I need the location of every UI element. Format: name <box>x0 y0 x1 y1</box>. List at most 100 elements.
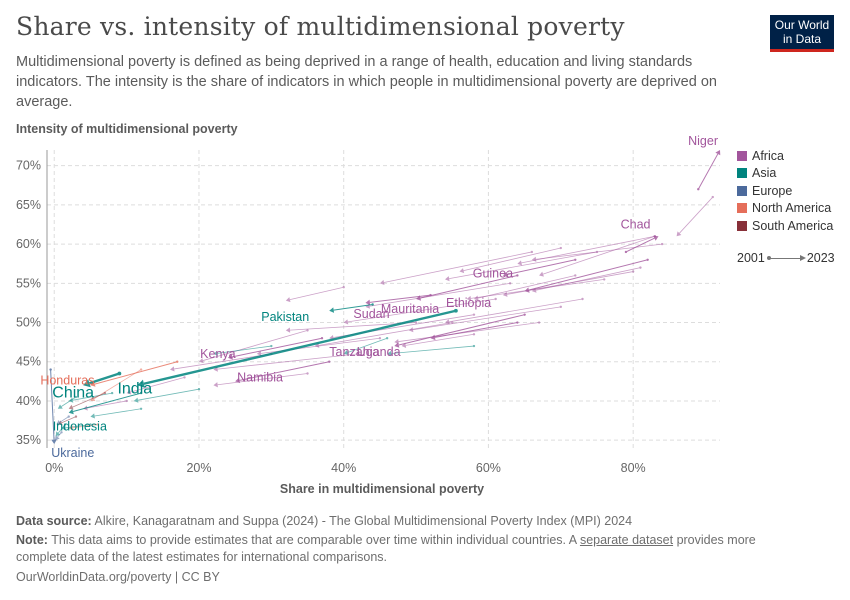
series-line <box>412 306 561 331</box>
series-arrow[interactable] <box>54 431 63 441</box>
series-line <box>477 275 576 299</box>
series-arrowhead <box>198 358 204 364</box>
series-line <box>347 337 388 353</box>
series-line <box>87 400 127 409</box>
series-arrow-ethiopia[interactable] <box>524 258 649 293</box>
series-line <box>535 243 663 260</box>
series-arrow[interactable] <box>57 395 78 409</box>
series-arrowhead <box>235 377 241 384</box>
series-label-uganda: Uganda <box>357 345 401 359</box>
series-arrow[interactable] <box>343 297 497 325</box>
legend-swatch <box>737 185 747 196</box>
x-tick-label: 0% <box>45 461 63 475</box>
series-arrow[interactable] <box>473 274 577 301</box>
series-line <box>347 298 496 323</box>
series-label-china: China <box>52 384 94 401</box>
license[interactable]: OurWorldinData.org/poverty | CC BY <box>16 570 220 584</box>
series-line <box>521 235 655 264</box>
series-arrow[interactable] <box>213 344 273 356</box>
series-arrowhead <box>285 327 291 333</box>
series-arrowhead <box>473 295 479 301</box>
series-arrow-sudan[interactable] <box>365 293 432 306</box>
series-line <box>61 396 77 407</box>
series-arrow[interactable] <box>55 423 67 437</box>
series-arrowhead <box>524 287 530 293</box>
series-arrow[interactable] <box>676 195 714 237</box>
series-arrow[interactable] <box>531 242 664 262</box>
legend-label: Asia <box>752 166 777 181</box>
x-tick-label: 40% <box>331 461 356 475</box>
series-start-point <box>139 407 143 410</box>
series-label-sudan: Sudan <box>353 307 389 321</box>
series-arrow-niger[interactable] <box>697 150 721 191</box>
series-line <box>94 361 178 385</box>
separate-dataset-link[interactable]: separate dataset <box>579 533 674 547</box>
series-line <box>61 416 77 424</box>
series-arrow[interactable] <box>285 286 345 303</box>
note: Note: This data aims to provide estimate… <box>16 532 806 566</box>
series-arrow-china[interactable] <box>83 371 122 388</box>
series-arrow-kenya[interactable] <box>227 337 324 360</box>
legend-label: Europe <box>752 183 793 198</box>
series-line <box>420 274 518 299</box>
legend-item-asia[interactable]: Asia <box>737 165 833 183</box>
series-arrow[interactable] <box>126 376 186 395</box>
series-arrow-namibia[interactable] <box>235 360 331 384</box>
series-line <box>398 314 525 346</box>
series-arrowhead <box>445 276 450 282</box>
time-legend-end: 2023 <box>806 251 835 265</box>
series-arrow-india[interactable] <box>137 308 458 388</box>
series-arrowhead <box>68 408 74 415</box>
series-arrow[interactable] <box>459 246 562 274</box>
series-arrow-chad[interactable] <box>624 235 659 254</box>
series-labels: Niger Chad Mauritania Guinea Sudan Ethiopia Ug… <box>40 134 718 460</box>
legend-swatch <box>737 220 747 231</box>
series-arrow-uganda[interactable] <box>430 321 519 341</box>
series-arrow[interactable] <box>56 415 70 425</box>
series-arrow-pakistan[interactable] <box>329 303 374 313</box>
series-start-point <box>631 270 635 273</box>
series-line <box>217 345 272 354</box>
series-arrow[interactable] <box>198 329 309 364</box>
series-line <box>463 247 561 271</box>
series-arrowhead <box>329 307 335 313</box>
series-arrowhead <box>401 342 407 348</box>
series-arrow[interactable] <box>68 391 107 410</box>
series-label-pakistan: Pakistan <box>261 310 309 324</box>
series-arrow[interactable] <box>445 250 599 282</box>
legend-item-africa[interactable]: Africa <box>737 147 833 165</box>
series-arrow[interactable] <box>379 250 534 286</box>
y-tick-label: 40% <box>16 394 41 408</box>
series-arrow-tanzania[interactable] <box>394 313 526 348</box>
legend-label: North America <box>752 201 832 216</box>
series-arrowhead <box>133 397 139 403</box>
y-tick-label: 35% <box>16 433 41 447</box>
series-line <box>232 337 323 358</box>
series-arrow[interactable] <box>387 344 476 357</box>
series-arrow-indonesia[interactable] <box>68 391 143 415</box>
legend-label: Africa <box>752 148 784 163</box>
series-arrow[interactable] <box>517 235 657 266</box>
series-arrow[interactable] <box>343 337 389 355</box>
note-text-before: This data aims to provide estimates that… <box>51 533 577 547</box>
series-arrow[interactable] <box>68 423 99 431</box>
series-line <box>50 369 55 440</box>
y-tick-label: 70% <box>16 159 41 173</box>
owid-logo[interactable]: Our World in Data <box>770 15 834 52</box>
legend-item-north-america[interactable]: North America <box>737 200 833 218</box>
series-arrow[interactable] <box>61 423 92 431</box>
series-arrow[interactable] <box>90 407 143 419</box>
legend-item-europe[interactable]: Europe <box>737 182 833 200</box>
series-arrow[interactable] <box>133 387 201 403</box>
series-label-indonesia: Indonesia <box>53 420 107 434</box>
series-line <box>72 424 98 429</box>
legend-item-south-america[interactable]: South America <box>737 217 833 235</box>
series-line <box>697 153 719 190</box>
series-arrow-ukraine[interactable] <box>49 368 57 445</box>
series-arrowhead <box>68 425 74 431</box>
series-arrow-guinea[interactable] <box>502 258 577 278</box>
series-arrow[interactable] <box>466 278 606 301</box>
series-arrow[interactable] <box>401 333 476 348</box>
series-arrowhead <box>285 297 291 303</box>
series-arrow[interactable] <box>213 372 309 388</box>
